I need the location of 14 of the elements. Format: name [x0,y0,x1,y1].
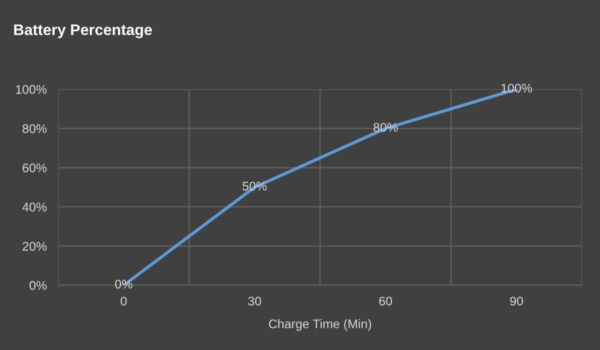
y-tick-label: 0% [30,281,47,290]
y-tick-label: 60% [22,163,47,172]
y-tick-label: 40% [22,202,47,212]
x-tick-label: 30 [248,296,262,306]
x-tick-label: 90 [510,296,523,306]
chart-title: Battery Percentage [14,24,152,38]
y-tick-label: 80% [22,124,47,134]
x-axis-title: Charge Time (Min) [268,319,372,331]
data-label: 100% [501,84,532,93]
x-tick-label: 60 [379,296,392,306]
y-tick-label: 20% [22,242,47,251]
x-tick-label: 0 [120,296,127,306]
data-label: 0% [115,280,132,289]
y-tick-label: 100% [16,85,47,94]
